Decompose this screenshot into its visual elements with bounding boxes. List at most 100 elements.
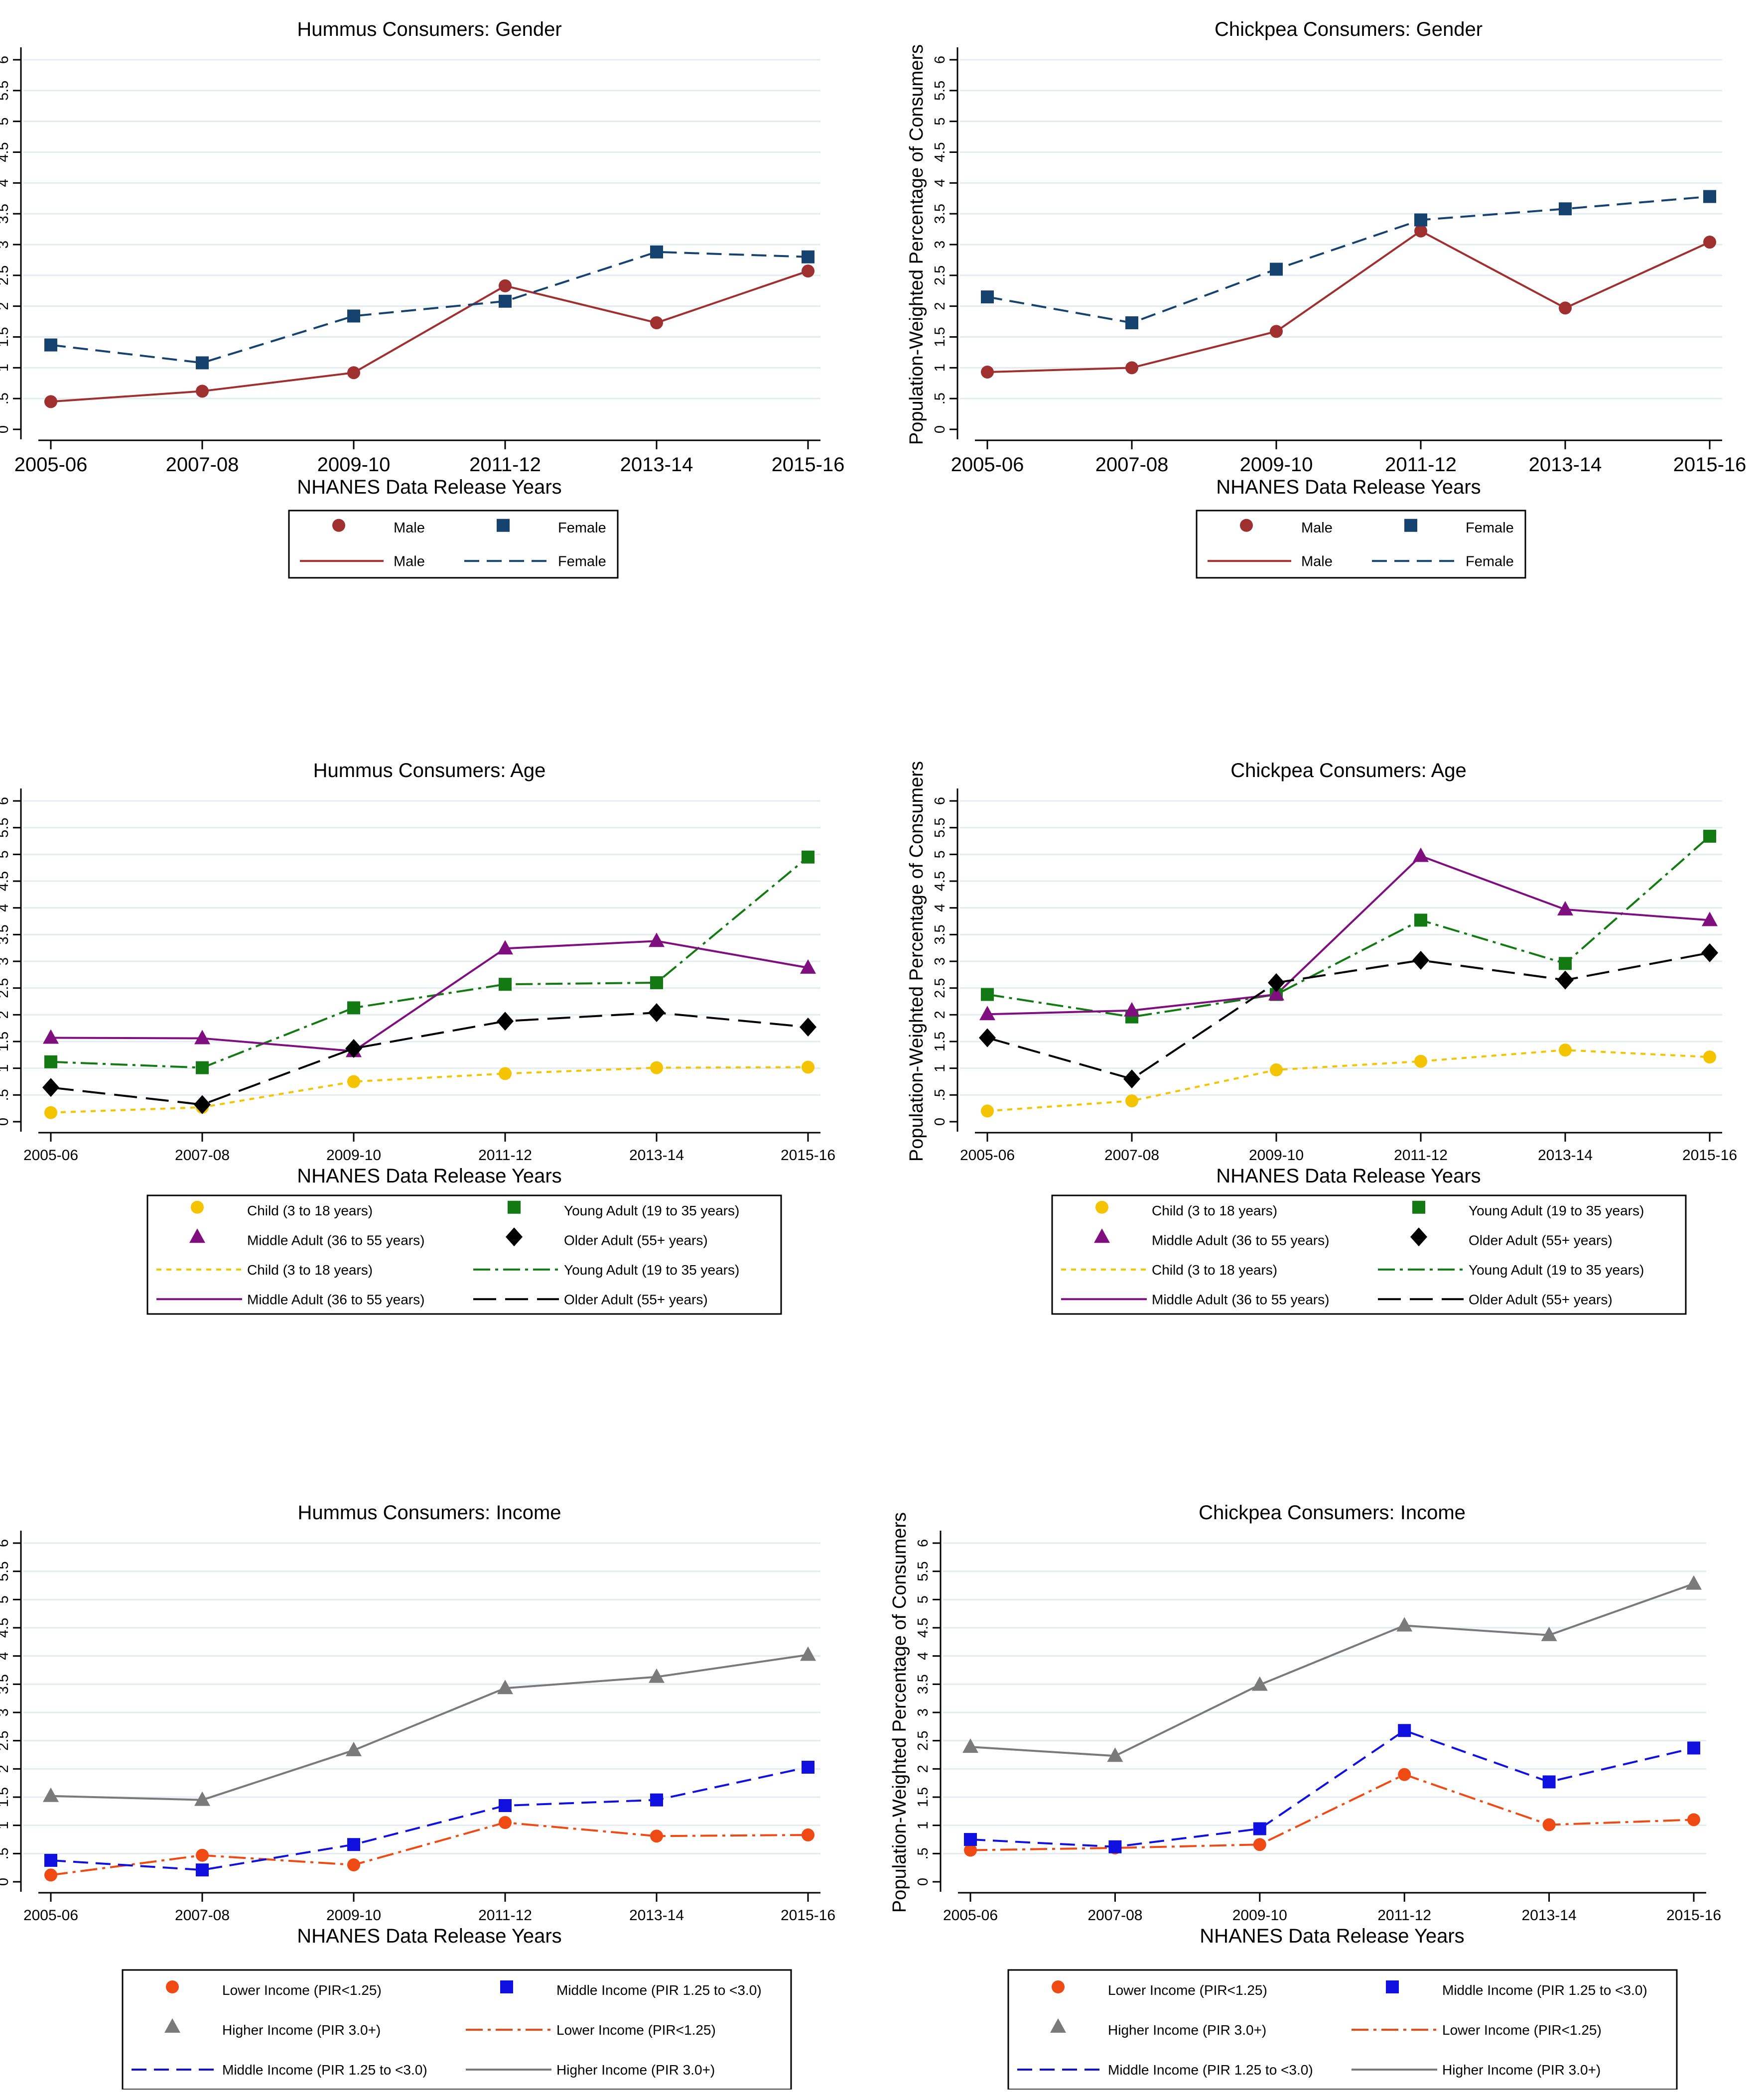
y-tick-label: 5.5 [915,1562,931,1581]
legend-marker [332,519,345,532]
data-point-3-5 [1701,943,1718,962]
y-tick-label: .5 [915,1847,931,1859]
data-point-1-3 [499,1799,512,1812]
data-point-1-0 [44,1853,57,1867]
data-point-0-3 [1398,1768,1411,1781]
x-tick-label: 2005-06 [14,454,88,476]
data-point-1-0 [44,338,57,352]
y-tick-label: 6 [932,56,948,64]
data-point-2-3 [1396,1617,1413,1632]
y-tick-label: 4.5 [0,142,11,162]
y-tick-label: 1 [0,364,11,372]
legend-marker [1050,2018,1066,2033]
legend-label: Male [1301,553,1333,569]
legend-label: Lower Income (PIR<1.25) [1108,1982,1267,1998]
x-tick-label: 2011-12 [469,454,541,476]
data-point-1-1 [1125,316,1138,330]
legend-label: Female [1466,553,1514,569]
y-tick-label: 3.5 [0,204,11,224]
legend-label: Middle Income (PIR 1.25 to <3.0) [1108,2062,1313,2078]
y-tick-label: 5 [0,118,11,126]
y-tick-label: 5 [0,850,11,858]
data-point-0-3 [1414,1054,1427,1068]
data-point-0-4 [650,316,663,330]
legend-marker [164,2018,180,2033]
series-line-2 [50,940,809,1052]
y-tick-label: 1.5 [915,1787,931,1807]
y-tick-label: 5 [932,850,948,858]
y-tick-label: 4.5 [0,1618,11,1638]
x-tick-label: 2013-14 [1538,1147,1593,1164]
x-tick-label: 2011-12 [1377,1907,1431,1924]
data-point-1-4 [650,1793,663,1807]
data-point-2-3 [497,1680,513,1695]
y-axis-label: Population-Weighted Percentage of Consum… [889,1512,910,1913]
data-point-1-2 [347,309,360,323]
y-tick-label: 3.5 [0,1674,11,1694]
legend-label: Higher Income (PIR 3.0+) [222,2022,381,2038]
data-point-1-2 [347,1838,360,1851]
legend-label: Higher Income (PIR 3.0+) [556,2062,715,2078]
y-tick-label: 5.5 [0,818,11,838]
series-line-2 [970,1582,1694,1757]
x-tick-label: 2011-12 [478,1907,532,1924]
y-tick-label: 4 [0,904,11,912]
data-point-0-4 [1542,1818,1556,1831]
legend: Male Female Male Female [288,510,619,579]
data-point-0-4 [650,1061,663,1074]
y-tick-label: 3.5 [0,924,11,944]
data-point-0-0 [44,1106,57,1119]
y-tick-label: 1 [932,364,948,372]
data-point-1-0 [981,290,994,304]
legend-label: Male [394,520,425,536]
legend-marker [1404,519,1417,532]
data-point-0-0 [44,395,57,408]
legend-marker [1386,1980,1399,1993]
y-tick-label: 1 [932,1064,948,1072]
y-tick-label: 2 [0,1765,11,1773]
x-tick-label: 2015-16 [1682,1147,1737,1164]
data-point-0-0 [964,1843,977,1857]
series-line-3 [987,951,1710,1080]
y-axis-label: Population-Weighted Percentage of Consum… [906,44,927,445]
legend-marker [497,519,510,532]
data-point-0-1 [1125,1094,1138,1108]
x-tick-label: 2013-14 [1529,454,1602,476]
y-tick-label: 1.5 [0,327,11,347]
legend-box [288,510,619,579]
x-tick-label: 2007-08 [1104,1147,1159,1164]
y-tick-label: 2.5 [0,265,11,285]
data-point-1-3 [1414,213,1427,227]
x-axis-label: NHANES Data Release Years [297,476,561,498]
x-tick-label: 2013-14 [620,454,693,476]
chart-title: Chickpea Consumers: Income [1199,1502,1466,1524]
legend-label: Female [1466,520,1514,536]
y-tick-label: 6 [915,1539,931,1547]
legend-marker [1240,519,1253,532]
data-point-0-0 [981,1104,994,1118]
legend-label: Middle Adult (36 to 55 years) [247,1292,424,1307]
x-tick-label: 2013-14 [629,1147,684,1164]
data-point-3-5 [800,1018,816,1037]
legend-marker [189,1228,205,1243]
y-tick-label: 5 [915,1595,931,1603]
y-tick-label: 1.5 [0,1032,11,1051]
series-line-0 [50,270,809,403]
x-tick-label: 2015-16 [781,1907,835,1924]
y-tick-label: 3 [0,1708,11,1716]
legend-box [1051,1194,1687,1315]
x-tick-label: 2009-10 [1249,1147,1304,1164]
series-line-1 [50,856,809,1069]
data-point-0-4 [1559,301,1572,315]
x-tick-label: 2011-12 [1385,454,1457,476]
x-tick-label: 2015-16 [772,454,845,476]
data-point-1-0 [44,1055,57,1068]
y-tick-label: 0 [0,425,11,433]
data-point-1-5 [802,250,814,263]
y-tick-label: 3 [915,1708,931,1716]
data-point-0-2 [347,1075,360,1088]
x-tick-label: 2011-12 [478,1147,532,1164]
data-point-0-5 [1703,1050,1716,1064]
y-tick-label: 4.5 [932,142,948,162]
y-tick-label: 4 [932,904,948,912]
